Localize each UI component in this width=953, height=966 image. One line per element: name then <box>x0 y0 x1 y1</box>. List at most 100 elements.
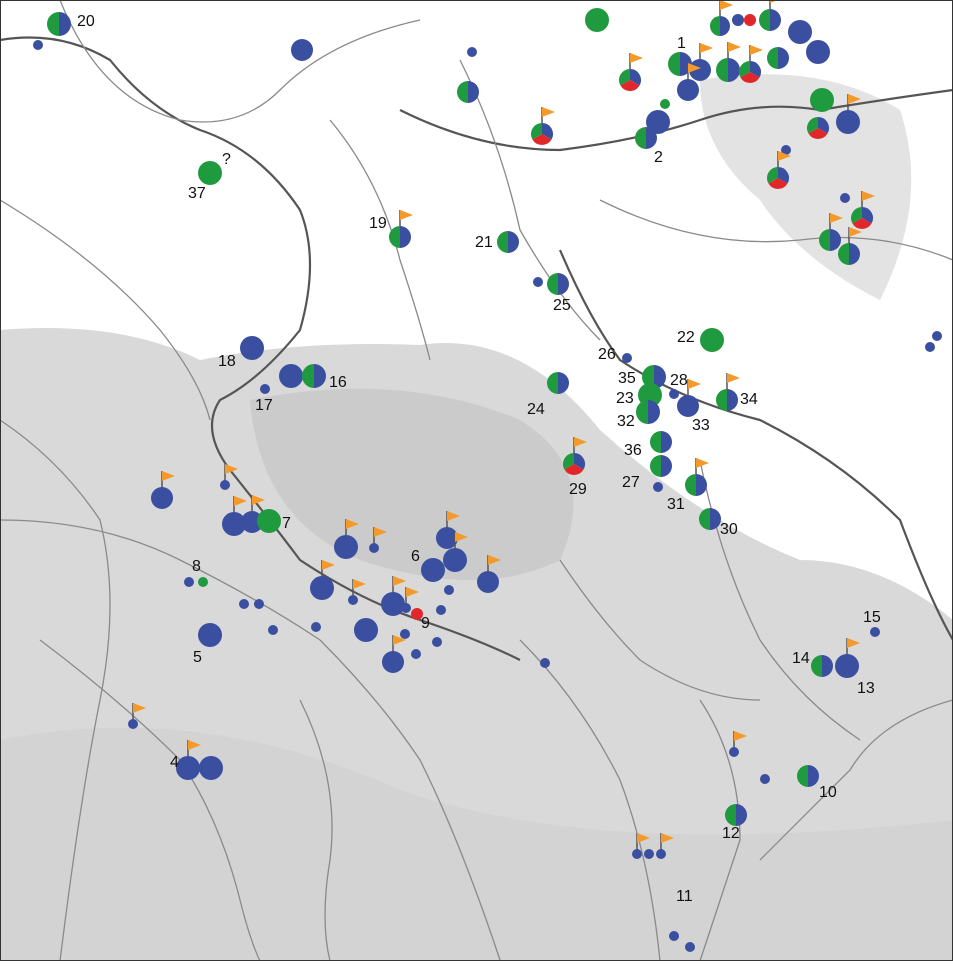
site-label: 26 <box>598 346 616 363</box>
site-circle <box>788 20 812 44</box>
site-label: 4 <box>170 754 179 771</box>
site-circle <box>432 637 442 647</box>
site-circle <box>411 649 421 659</box>
site-label: 36 <box>624 442 642 459</box>
site-circle <box>685 942 695 952</box>
site-label: 5 <box>193 649 202 666</box>
site-circle <box>656 849 666 859</box>
site-label: 12 <box>722 825 740 842</box>
site-label: 2 <box>654 149 663 166</box>
site-circle <box>744 14 756 26</box>
site-circle <box>677 395 699 417</box>
site-circle <box>677 79 699 101</box>
site-circle <box>840 193 850 203</box>
site-circle <box>660 99 670 109</box>
site-label: 20 <box>77 13 95 30</box>
site-circle <box>806 40 830 64</box>
site-circle <box>128 719 138 729</box>
site-circle <box>199 756 223 780</box>
site-circle <box>870 627 880 637</box>
site-circle <box>254 599 264 609</box>
site-circle <box>644 849 654 859</box>
site-label: 13 <box>857 680 875 697</box>
site-circle <box>436 605 446 615</box>
site-label: 25 <box>553 297 571 314</box>
site-label: 16 <box>329 374 347 391</box>
site-circle <box>354 618 378 642</box>
site-circle <box>240 336 264 360</box>
site-circle <box>348 595 358 605</box>
site-label: 37 <box>188 185 206 202</box>
site-circle <box>198 577 208 587</box>
site-circle <box>33 40 43 50</box>
site-circle <box>669 931 679 941</box>
site-label: 28 <box>670 372 688 389</box>
site-circle <box>729 747 739 757</box>
site-label: 24 <box>527 401 545 418</box>
map: 20 1 2 ? 37 19 21 25 22 26 35 28 18 16 1… <box>0 0 953 961</box>
site-label: 33 <box>692 417 710 434</box>
site-circle <box>540 658 550 668</box>
site-label: 7 <box>282 515 291 532</box>
site-label: 19 <box>369 215 387 232</box>
site-circle <box>835 654 859 678</box>
site-circle <box>176 756 200 780</box>
site-label: ? <box>222 151 231 168</box>
site-circle <box>932 331 942 341</box>
site-label: 14 <box>792 650 810 667</box>
site-label: 23 <box>616 390 634 407</box>
site-circle <box>421 558 445 582</box>
site-label: 11 <box>676 888 693 905</box>
site-label: 35 <box>618 370 636 387</box>
site-label: 31 <box>667 496 685 513</box>
site-circle <box>732 14 744 26</box>
site-circle <box>382 651 404 673</box>
site-circle <box>198 161 222 185</box>
site-label: 15 <box>863 609 881 626</box>
site-circle <box>760 774 770 784</box>
site-circle <box>311 622 321 632</box>
site-circle <box>444 585 454 595</box>
site-circle <box>925 342 935 352</box>
site-circle <box>239 599 249 609</box>
site-circle <box>334 535 358 559</box>
site-circle <box>369 543 379 553</box>
site-circle <box>401 603 411 613</box>
site-circle <box>810 88 834 112</box>
site-label: 29 <box>569 481 587 498</box>
site-circle <box>477 571 499 593</box>
site-label: 6 <box>411 548 420 565</box>
site-label: 10 <box>819 784 837 801</box>
site-circle <box>279 364 303 388</box>
site-circle <box>653 482 663 492</box>
site-circle <box>585 8 609 32</box>
site-circle <box>622 353 632 363</box>
site-circle <box>310 576 334 600</box>
site-circle <box>443 548 467 572</box>
site-label: 32 <box>617 413 635 430</box>
site-circle <box>632 849 642 859</box>
site-circle <box>151 487 173 509</box>
site-circle <box>257 509 281 533</box>
site-circle <box>533 277 543 287</box>
site-label: 30 <box>720 521 738 538</box>
site-circle <box>669 389 679 399</box>
site-label: 9 <box>421 615 430 632</box>
site-circle <box>184 577 194 587</box>
site-circle <box>836 110 860 134</box>
site-circle <box>260 384 270 394</box>
site-label: 21 <box>475 234 493 251</box>
site-label: 17 <box>255 397 273 414</box>
site-circle <box>381 592 405 616</box>
site-label: 22 <box>677 329 695 346</box>
site-circle <box>700 328 724 352</box>
site-label: 18 <box>218 353 236 370</box>
site-circle <box>220 480 230 490</box>
site-label: 8 <box>192 558 201 575</box>
site-circle <box>268 625 278 635</box>
site-label: 27 <box>622 474 640 491</box>
site-circle <box>467 47 477 57</box>
site-circle <box>198 623 222 647</box>
site-label: 1 <box>677 35 686 52</box>
site-label: 34 <box>740 391 758 408</box>
